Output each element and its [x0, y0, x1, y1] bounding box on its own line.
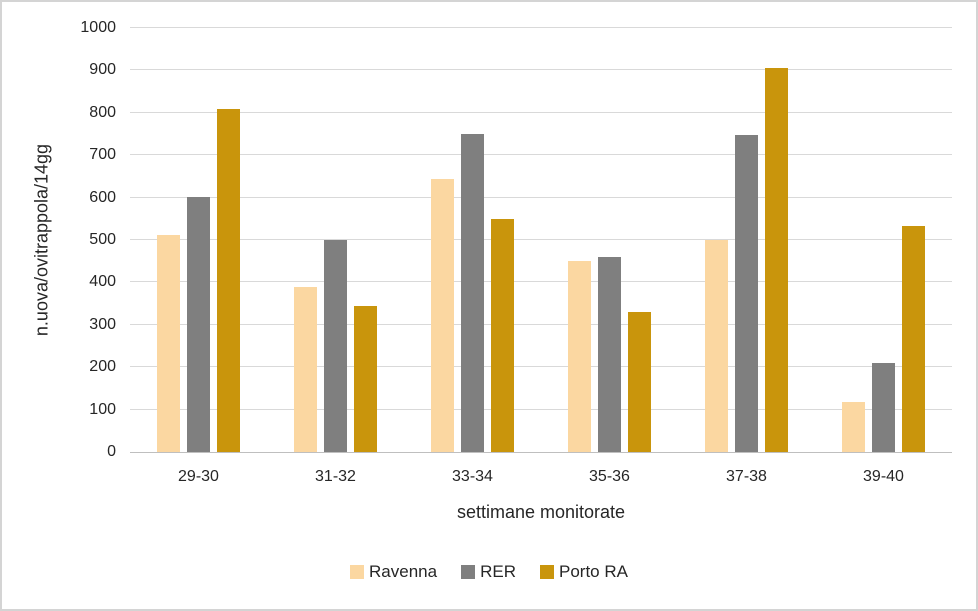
gridline-400 [130, 281, 952, 283]
bar-rer-29-30 [187, 196, 210, 452]
gridline-100 [130, 408, 952, 410]
y-tick-label-600: 600 [89, 188, 116, 206]
x-tick-label-29-30: 29-30 [178, 468, 219, 485]
bar-group-39-40 [815, 28, 952, 452]
legend-swatch-icon [539, 565, 554, 579]
legend-item-porto-ra: Porto RA [539, 562, 628, 582]
y-tick-label-800: 800 [89, 103, 116, 121]
bar-rer-31-32 [324, 240, 347, 452]
gridline-300 [130, 323, 952, 325]
gridline-600 [130, 196, 952, 198]
legend-item-rer: RER [461, 562, 516, 582]
x-tick-label-31-32: 31-32 [315, 468, 356, 485]
bar-group-29-30 [130, 28, 267, 452]
y-tick-label-300: 300 [89, 315, 116, 333]
legend-swatch-icon [350, 565, 365, 579]
x-axis-line [130, 452, 952, 453]
bar-rer-39-40 [872, 362, 895, 452]
plot-area [130, 27, 952, 453]
bar-porto-ra-39-40 [902, 226, 925, 452]
gridline-200 [130, 366, 952, 368]
x-tick-label-37-38: 37-38 [726, 468, 767, 485]
x-axis-title: settimane monitorate [456, 502, 626, 522]
legend-label: Porto RA [558, 562, 628, 581]
bar-porto-ra-31-32 [354, 305, 377, 452]
y-tick-label-0: 0 [107, 443, 116, 460]
bar-ravenna-29-30 [157, 234, 180, 452]
x-tick-label-33-34: 33-34 [452, 468, 493, 485]
bar-rer-37-38 [735, 134, 758, 452]
legend-label: RER [480, 562, 516, 581]
bar-ravenna-35-36 [568, 261, 591, 452]
bar-rer-33-34 [461, 134, 484, 452]
gridline-800 [130, 111, 952, 113]
bar-ravenna-31-32 [294, 286, 317, 452]
y-tick-label-200: 200 [89, 358, 116, 376]
bar-porto-ra-35-36 [628, 312, 651, 452]
bar-group-35-36 [541, 28, 678, 452]
bar-porto-ra-33-34 [491, 218, 514, 452]
y-axis-ticks: 0 100 200 300 400 500 600 700 800 900 1000 [2, 19, 116, 460]
gridline-900 [130, 69, 952, 71]
y-tick-label-500: 500 [89, 231, 116, 248]
y-tick-label-100: 100 [89, 400, 116, 418]
y-tick-label-900: 900 [89, 61, 116, 79]
x-tick-label-39-40: 39-40 [863, 468, 904, 485]
y-tick-label-400: 400 [89, 273, 116, 291]
x-axis-ticks: 29-30 31-32 33-34 35-36 37-38 39-40 [130, 468, 952, 486]
bar-group-31-32 [267, 28, 404, 452]
bar-porto-ra-37-38 [765, 68, 788, 452]
bar-rer-35-36 [598, 256, 621, 452]
bar-ravenna-37-38 [705, 240, 728, 452]
gridline-500 [130, 239, 952, 240]
bar-ravenna-33-34 [431, 178, 454, 452]
y-tick-label-1000: 1000 [80, 19, 116, 36]
legend-swatch-icon [461, 565, 476, 579]
gridline-700 [130, 154, 952, 156]
legend-label: Ravenna [369, 562, 438, 581]
x-tick-label-35-36: 35-36 [589, 468, 630, 485]
legend-item-ravenna: Ravenna [350, 562, 437, 582]
gridline-1000 [130, 27, 952, 28]
legend: Ravenna RER Porto RA [2, 562, 976, 582]
y-tick-label-700: 700 [89, 146, 116, 164]
bar-ravenna-39-40 [842, 401, 865, 452]
bar-groups [130, 28, 952, 452]
bar-group-37-38 [678, 28, 815, 452]
bar-group-33-34 [404, 28, 541, 452]
bar-porto-ra-29-30 [217, 108, 240, 452]
